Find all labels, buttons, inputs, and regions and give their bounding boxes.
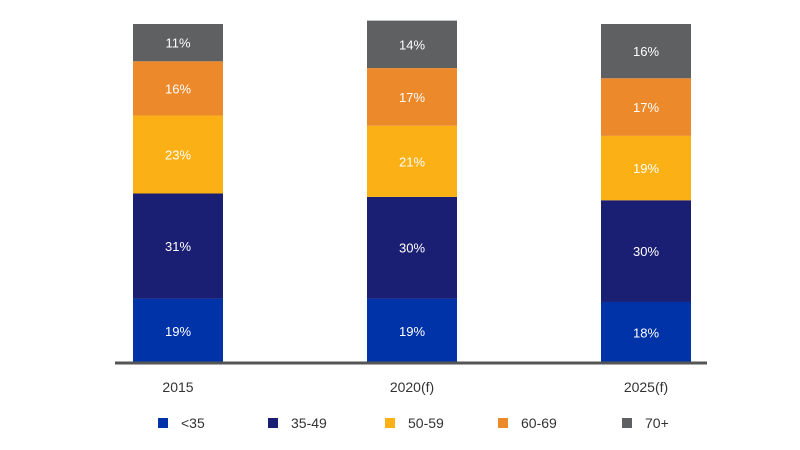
legend-swatch: [268, 418, 278, 428]
bar-segment-60-69-2015: [133, 61, 223, 116]
legend-swatch: [158, 418, 168, 428]
data-label: 19%: [399, 324, 425, 339]
legend-swatch: [622, 418, 632, 428]
legend-label: 60-69: [521, 415, 557, 431]
legend-label: 50-59: [408, 415, 444, 431]
data-label: 11%: [165, 36, 190, 51]
x-tick-label: 2020(f): [390, 379, 434, 395]
bar-segment-60-69-2025(f): [601, 78, 691, 136]
segment-labels-layer: 19% 31% 23% 16% 11% 19% 30% 21% 17% 14% 18% 30% 19% 1…: [165, 36, 659, 341]
x-tick-labels: 2015 2020(f) 2025(f): [162, 379, 668, 395]
x-tick-label: 2025(f): [624, 379, 668, 395]
bars-layer: [133, 20, 691, 363]
bar-segment-70+-2020(f): [367, 20, 457, 69]
x-tick-label: 2015: [162, 379, 193, 395]
bar-segment-<35-2020(f): [367, 298, 457, 363]
legend-swatch: [385, 418, 395, 428]
legend-label: <35: [181, 415, 205, 431]
bar-segment-50-59-2025(f): [601, 135, 691, 201]
data-label: 14%: [399, 37, 425, 52]
bar-segment-35-49-2020(f): [367, 196, 457, 299]
bar-segment-50-59-2020(f): [367, 125, 457, 197]
bar-segment-<35-2015: [133, 298, 223, 363]
legend-swatch: [498, 418, 508, 428]
bar-segment-<35-2025(f): [601, 301, 691, 363]
data-label: 18%: [633, 325, 659, 340]
bar-segment-70+-2025(f): [601, 24, 691, 79]
data-label: 30%: [399, 241, 425, 256]
data-label: 21%: [399, 154, 425, 169]
bar-segment-60-69-2020(f): [367, 68, 457, 126]
data-label: 16%: [633, 44, 659, 59]
bar-segment-70+-2015: [133, 24, 223, 62]
legend: <35 35-49 50-59 60-69 70+: [158, 415, 669, 431]
data-label: 19%: [165, 324, 191, 339]
legend-label: 70+: [645, 415, 669, 431]
bar-segment-35-49-2015: [133, 193, 223, 299]
bar-segment-50-59-2015: [133, 115, 223, 194]
data-label: 17%: [399, 90, 425, 105]
data-label: 30%: [633, 244, 659, 259]
legend-label: 35-49: [291, 415, 327, 431]
data-label: 17%: [633, 100, 659, 115]
data-label: 23%: [165, 148, 191, 163]
bar-segment-35-49-2025(f): [601, 200, 691, 302]
data-label: 19%: [633, 161, 659, 176]
data-label: 31%: [165, 239, 191, 254]
data-label: 16%: [165, 81, 191, 96]
